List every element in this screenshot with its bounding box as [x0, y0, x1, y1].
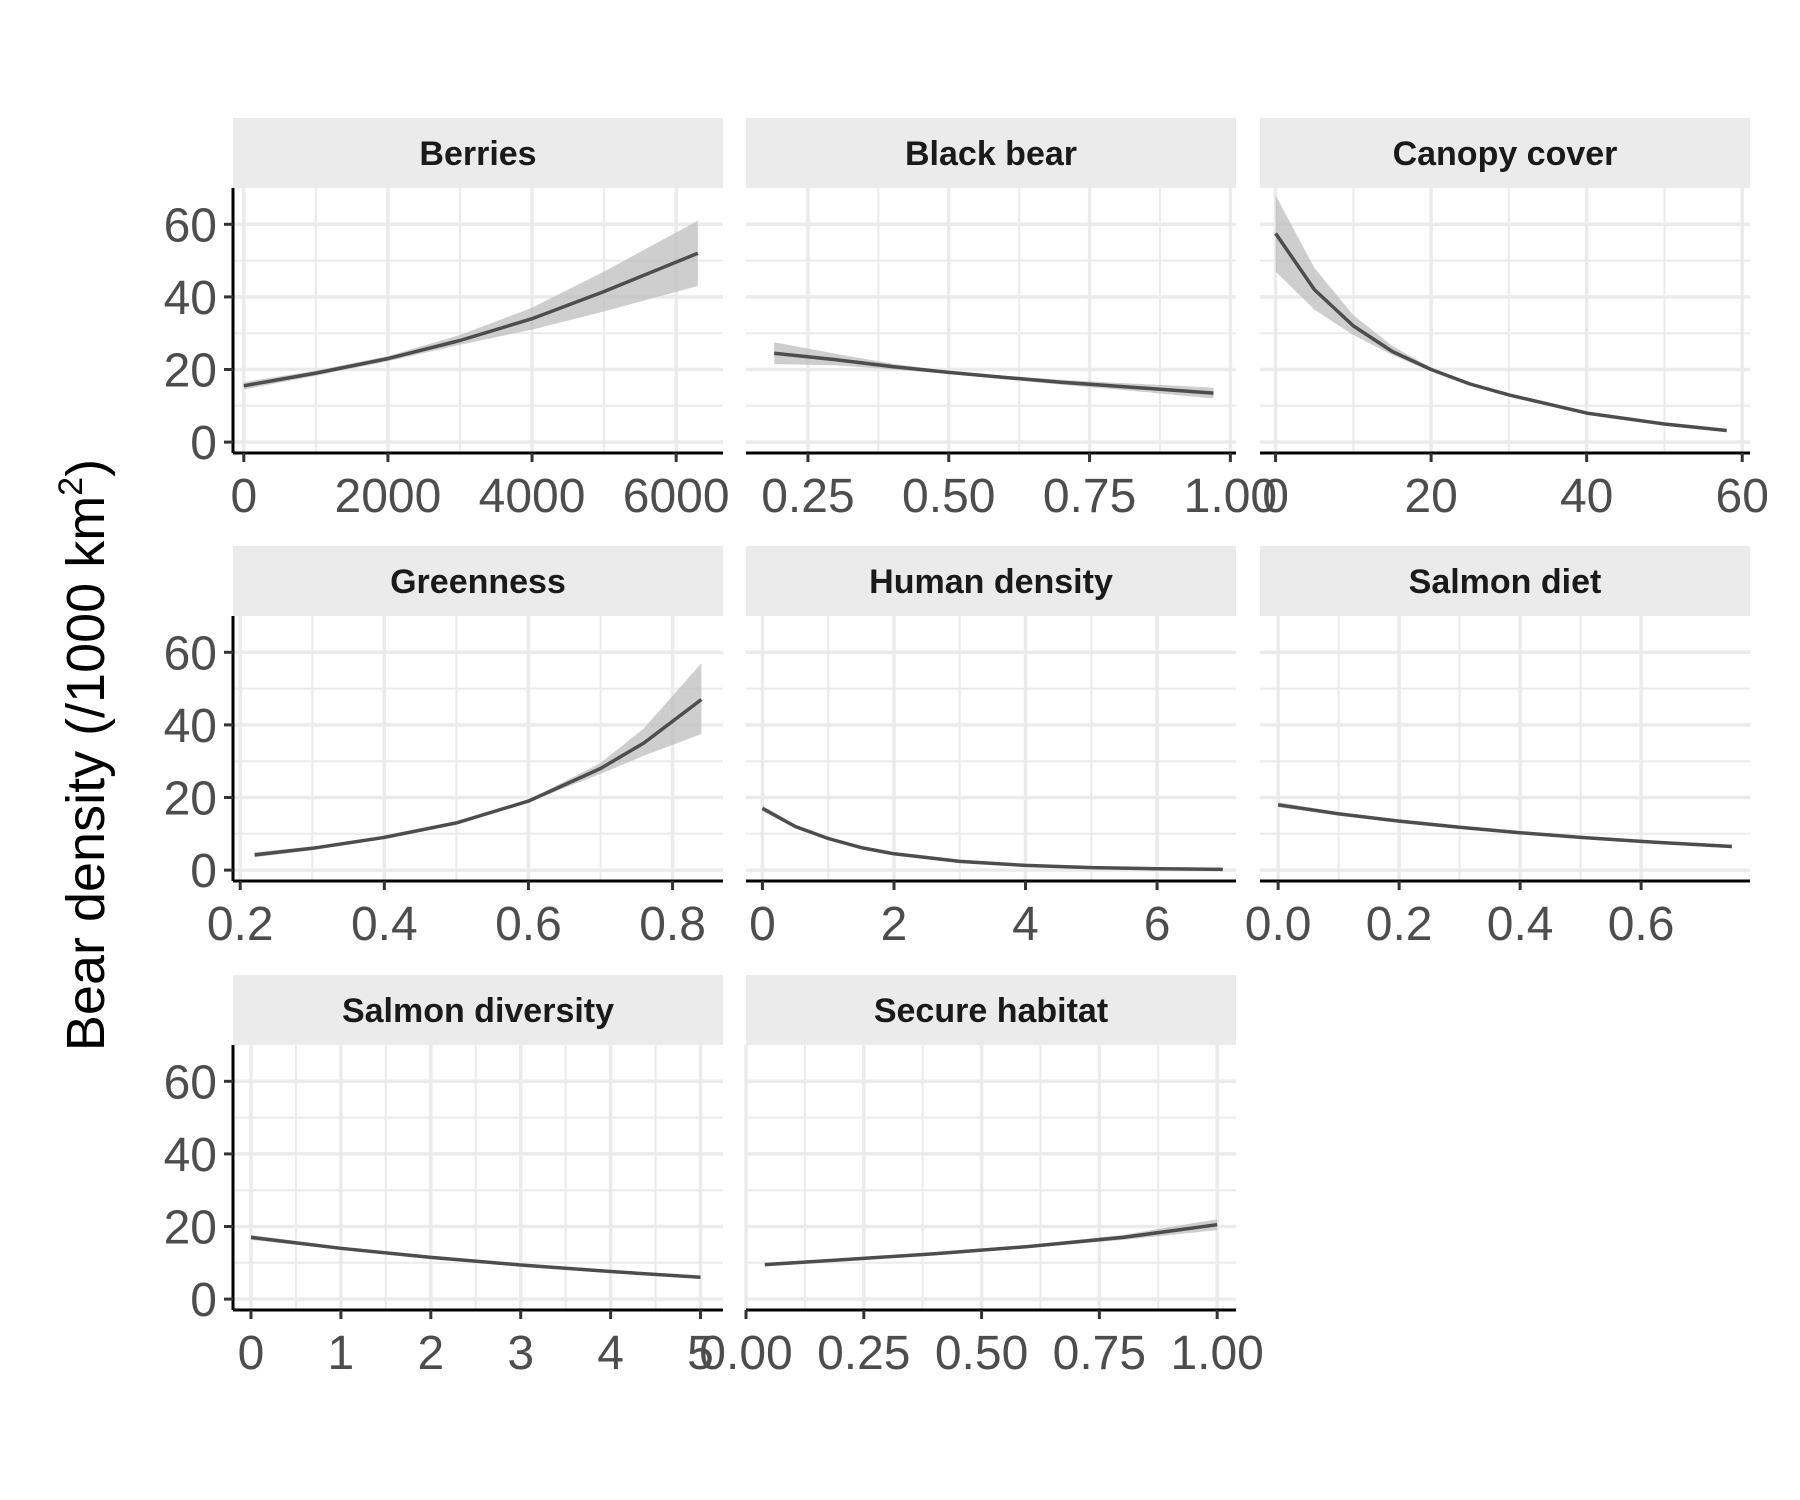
- x-tick-label: 2: [417, 1327, 444, 1380]
- x-tick-label: 60: [1716, 470, 1769, 523]
- series-line-salmon-diet: [1277, 803, 1732, 849]
- series-line-berries: [243, 251, 699, 388]
- strip-salmon-diet: [1260, 546, 1750, 616]
- x-tick-label: 0.0: [1245, 898, 1312, 951]
- x-tick-label: 0.8: [639, 898, 706, 951]
- series-line-secure-habitat: [764, 1222, 1218, 1267]
- x-tick-label: 40: [1560, 470, 1613, 523]
- strip-title-canopy-cover: Canopy cover: [1393, 135, 1618, 173]
- x-tick-label: 0: [238, 1327, 265, 1380]
- strip-salmon-diversity: [233, 975, 723, 1045]
- x-tick-label: 0.6: [1608, 898, 1675, 951]
- x-tick-label: 6: [1144, 898, 1171, 951]
- y-tick-label: 60: [164, 627, 217, 680]
- x-tick-label: 0: [749, 898, 776, 951]
- strip-human-density: [746, 546, 1236, 616]
- strip-secure-habitat: [746, 975, 1236, 1045]
- y-axis-label-close: ): [56, 459, 116, 477]
- strip-title-secure-habitat: Secure habitat: [874, 992, 1108, 1030]
- panel-black-bear: Black bear 0.25 0.50 0.75 1.00: [746, 118, 1277, 523]
- strip-black-bear: [746, 118, 1236, 188]
- x-tick-label: 1.00: [1170, 1327, 1263, 1380]
- x-tick-label: 1.00: [1184, 470, 1277, 523]
- strip-berries: [233, 118, 723, 188]
- strip-title-berries: Berries: [419, 135, 536, 173]
- x-tick-label: 0.4: [1487, 898, 1554, 951]
- x-tick-label: 0.25: [817, 1327, 910, 1380]
- y-tick-label: 40: [164, 272, 217, 325]
- strip-title-salmon-diet: Salmon diet: [1409, 563, 1602, 601]
- y-tick-label: 20: [164, 345, 217, 398]
- panel-human-density: Human density 0 2 4 6: [746, 546, 1236, 951]
- x-tick-label: 0.2: [1366, 898, 1433, 951]
- x-tick-label: 2: [881, 898, 908, 951]
- y-tick-label: 40: [164, 700, 217, 753]
- series-line-canopy-cover: [1274, 232, 1727, 433]
- x-tick-label: 0.75: [1053, 1327, 1146, 1380]
- y-axis-label: Bear density (/1000 km2): [52, 459, 116, 1051]
- x-tick-label: 0.75: [1043, 470, 1136, 523]
- x-tick-label: 6000: [623, 470, 730, 523]
- panel-canopy-cover: Canopy cover 0 20 40 60: [1260, 118, 1769, 523]
- series-line-human-density: [761, 806, 1223, 872]
- x-tick-label: 0.25: [761, 470, 854, 523]
- x-tick-label: 0: [230, 470, 257, 523]
- panel-salmon-diet: Salmon diet 0.0 0.2 0.4 0.6: [1245, 546, 1750, 951]
- x-tick-label: 0.2: [207, 898, 274, 951]
- y-tick-label: 0: [190, 845, 217, 898]
- y-axis-label-main: Bear density (/1000 km: [56, 496, 116, 1051]
- y-tick-label: 60: [164, 199, 217, 252]
- x-tick-label: 4000: [479, 470, 586, 523]
- x-tick-label: 5: [687, 1327, 714, 1380]
- y-tick-label: 60: [164, 1056, 217, 1109]
- y-tick-label: 40: [164, 1129, 217, 1182]
- y-tick-label: 20: [164, 773, 217, 826]
- panel-berries: Berries 0 2000 4000 6000 0 20 40 60: [164, 118, 730, 523]
- y-tick-label: 20: [164, 1202, 217, 1255]
- x-tick-label: 4: [1012, 898, 1039, 951]
- x-tick-label: 3: [507, 1327, 534, 1380]
- x-tick-label: 0.00: [699, 1327, 792, 1380]
- strip-greenness: [233, 546, 723, 616]
- x-tick-label: 1: [328, 1327, 355, 1380]
- strip-title-human-density: Human density: [869, 563, 1113, 601]
- x-tick-label: 20: [1404, 470, 1457, 523]
- confidence-ribbon-berries: [243, 220, 698, 390]
- x-tick-label: 0: [1262, 470, 1289, 523]
- series-line-black-bear: [774, 351, 1214, 395]
- y-tick-label: 0: [190, 417, 217, 470]
- y-tick-label: 0: [190, 1274, 217, 1327]
- series-line-greenness: [254, 698, 703, 857]
- panel-secure-habitat: Secure habitat 0.00 0.25 0.50 0.75 1.00: [699, 975, 1264, 1380]
- panel-greenness: Greenness 0.2 0.4 0.6 0.8 0 20 40 60: [164, 546, 723, 951]
- series-line-salmon-diversity: [250, 1235, 701, 1280]
- y-axis-label-superscript: 2: [52, 477, 90, 496]
- strip-title-greenness: Greenness: [390, 563, 566, 601]
- strip-title-salmon-diversity: Salmon diversity: [342, 992, 614, 1030]
- strip-canopy-cover: [1260, 118, 1750, 188]
- x-tick-label: 2000: [335, 470, 442, 523]
- x-tick-label: 0.4: [351, 898, 418, 951]
- panel-salmon-diversity: Salmon diversity 0 1 2 3 4 5 0 20 40 60: [164, 975, 723, 1380]
- strip-title-black-bear: Black bear: [905, 135, 1077, 173]
- x-tick-label: 4: [597, 1327, 624, 1380]
- x-tick-label: 0.50: [935, 1327, 1028, 1380]
- x-tick-label: 0.50: [902, 470, 995, 523]
- x-tick-label: 0.6: [495, 898, 562, 951]
